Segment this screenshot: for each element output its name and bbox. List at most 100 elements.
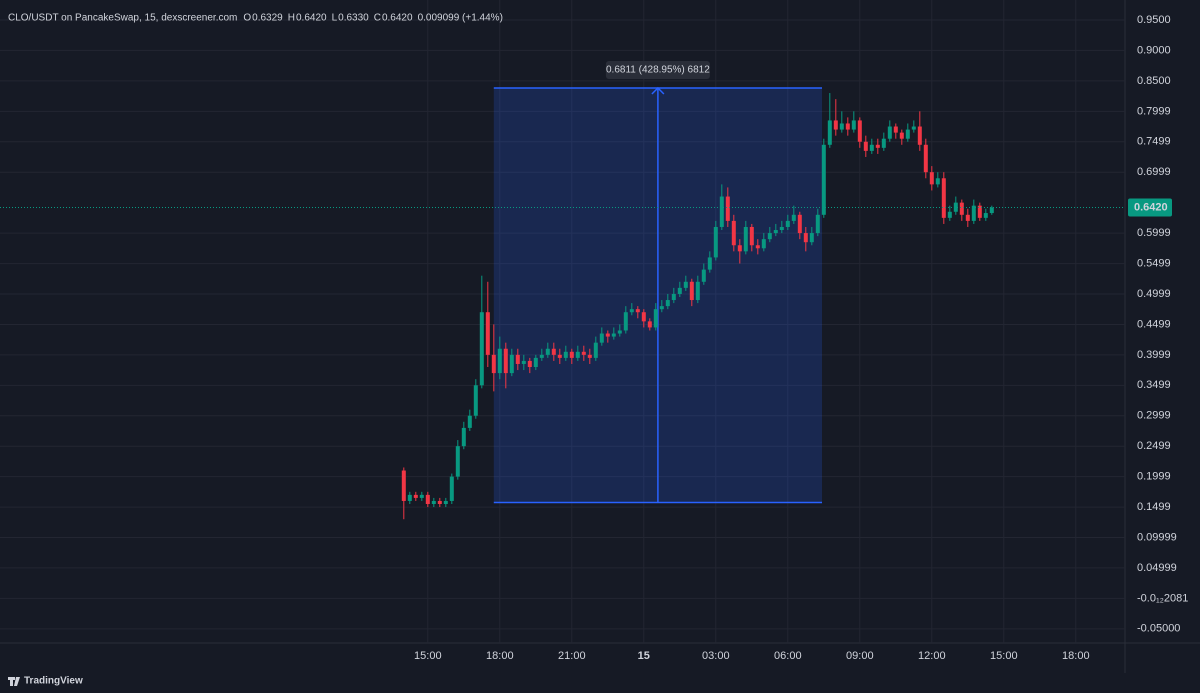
candle-body — [485, 312, 490, 355]
x-tick-label: 15:00 — [414, 650, 442, 662]
candle-body — [947, 211, 952, 218]
candle-body — [743, 226, 748, 252]
measure-label-bg — [605, 60, 710, 79]
candle-body — [599, 333, 604, 343]
candle-body — [707, 257, 712, 270]
candle-body — [407, 494, 412, 501]
candle-body — [461, 427, 466, 447]
candle-body — [701, 269, 706, 282]
x-tick-label: 09:00 — [846, 650, 874, 662]
measure-tool: 0.6811 (428.95%) 6812 — [493, 60, 822, 504]
candle-body — [443, 500, 448, 505]
ohlc-key: O — [243, 13, 251, 24]
candle-body — [659, 306, 664, 310]
grid — [0, 0, 1125, 643]
candle-body — [563, 351, 568, 358]
candle-body — [569, 351, 574, 358]
candle-body — [917, 126, 922, 145]
measure-label: 0.6811 (428.95%) 6812 — [606, 65, 710, 76]
y-tick-label: 0.1499 — [1137, 501, 1171, 513]
y-tick-label: 0.7999 — [1137, 105, 1171, 117]
candle-body — [857, 120, 862, 142]
candle-body — [833, 120, 838, 130]
y-tick-label: 0.5999 — [1137, 227, 1171, 239]
candle-body — [809, 233, 814, 243]
candle-body — [731, 220, 736, 246]
header: CLO/USDT on PancakeSwap, 15, dexscreener… — [8, 13, 503, 24]
candle-body — [779, 226, 784, 231]
y-tick-label: 0.5499 — [1137, 257, 1171, 269]
candle-body — [557, 354, 562, 358]
ohlc-value: 0.6329 — [252, 13, 283, 24]
candle-body — [419, 494, 424, 498]
candle-body — [581, 351, 586, 355]
candle-body — [815, 214, 820, 234]
candle-body — [935, 178, 940, 185]
candle-body — [473, 385, 478, 416]
x-tick-label: 15:00 — [990, 650, 1018, 662]
x-tick-label: 18:00 — [486, 650, 514, 662]
candle-body — [521, 360, 526, 364]
y-tick-label: 0.1999 — [1137, 471, 1171, 483]
candle-body — [437, 500, 442, 505]
candle-body — [617, 330, 622, 334]
candle-body — [503, 348, 508, 374]
candle-body — [545, 348, 550, 355]
x-tick-label: 03:00 — [702, 650, 730, 662]
x-tick-label: 21:00 — [558, 650, 586, 662]
candle-body — [587, 354, 592, 358]
candle-body — [509, 354, 514, 374]
candle-body — [989, 207, 994, 214]
candle-body — [893, 126, 898, 133]
symbol: CLO/USDT on PancakeSwap, 15, dexscreener… — [8, 13, 237, 24]
x-tick-label: 18:00 — [1062, 650, 1090, 662]
candle-body — [431, 500, 436, 505]
ohlc-value: 0.6420 — [382, 13, 413, 24]
candle-body — [959, 202, 964, 215]
candle-body — [575, 351, 580, 358]
y-tick-label: -0.0₁₂2081 — [1137, 592, 1188, 604]
candle-body — [623, 312, 628, 331]
candle-body — [797, 214, 802, 234]
candle-body — [647, 321, 652, 328]
candle-body — [977, 205, 982, 218]
candle-body — [551, 348, 556, 355]
candle-body — [533, 357, 538, 368]
current-price-tag — [1128, 198, 1172, 217]
y-tick-label: 0.8500 — [1137, 75, 1171, 87]
y-tick-label: 0.4499 — [1137, 318, 1171, 330]
candle-body — [737, 245, 742, 252]
y-tick-label: 0.9000 — [1137, 44, 1171, 56]
candle-body — [761, 239, 766, 249]
candle-body — [497, 348, 502, 374]
candle-body — [611, 333, 616, 337]
candle-body — [953, 202, 958, 212]
candles — [401, 93, 994, 520]
y-tick-label: 0.04999 — [1137, 562, 1177, 574]
y-tick-label: 0.3999 — [1137, 349, 1171, 361]
candle-body — [479, 312, 484, 386]
brand: TradingView — [8, 676, 83, 687]
candle-body — [593, 342, 598, 358]
candle-body — [449, 476, 454, 501]
y-tick-label: 0.09999 — [1137, 531, 1177, 543]
x-tick-label: 15 — [638, 650, 650, 662]
ohlc-key: H — [288, 13, 295, 24]
candle-body — [965, 214, 970, 221]
candle-body — [491, 354, 496, 374]
candle-body — [725, 196, 730, 221]
candle-body — [713, 226, 718, 258]
x-tick-label: 06:00 — [774, 650, 802, 662]
y-tick-label: 0.2499 — [1137, 440, 1171, 452]
ohlc-key: L — [332, 13, 338, 24]
measure-arrow-head — [651, 86, 665, 95]
y-tick-label: 0.7499 — [1137, 136, 1171, 148]
y-tick-label: -0.05000 — [1137, 623, 1180, 635]
y-tick-label: 0.6999 — [1137, 166, 1171, 178]
candle-body — [863, 141, 868, 151]
candle-body — [791, 214, 796, 221]
candle-body — [923, 144, 928, 173]
candle-body — [605, 333, 610, 337]
